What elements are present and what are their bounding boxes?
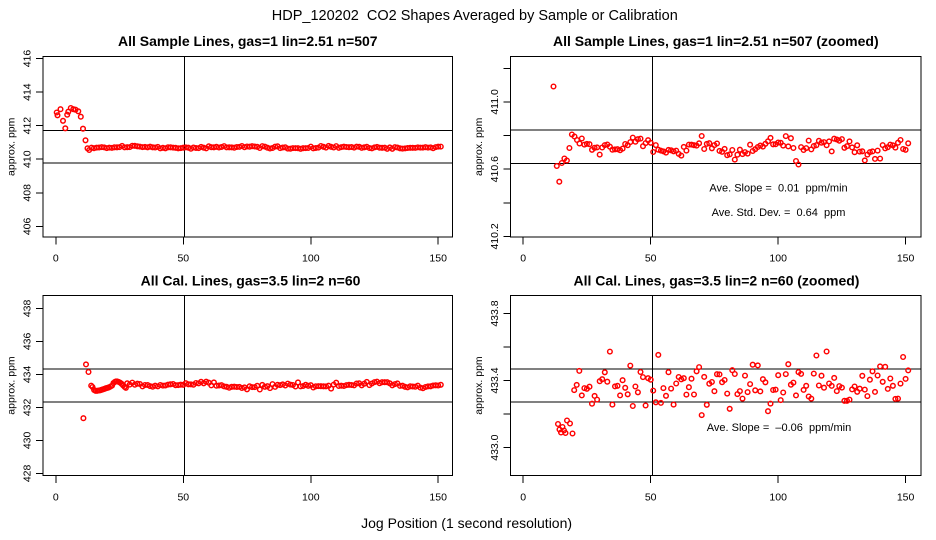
svg-text:50: 50	[645, 253, 657, 265]
svg-text:410.2: 410.2	[489, 223, 501, 249]
svg-text:436: 436	[22, 332, 34, 350]
svg-text:0: 0	[520, 253, 526, 265]
svg-text:438: 438	[22, 299, 34, 317]
svg-text:All Sample Lines, gas=1 lin=2.: All Sample Lines, gas=1 lin=2.51 n=507	[118, 33, 378, 49]
svg-text:434: 434	[22, 365, 34, 383]
svg-text:0: 0	[520, 492, 526, 504]
svg-text:433.4: 433.4	[489, 367, 501, 393]
svg-text:Ave. Std. Dev. = 0.64 ppm: Ave. Std. Dev. = 0.64 ppm	[712, 207, 846, 219]
svg-text:416: 416	[22, 50, 34, 68]
svg-text:approx. ppm: approx. ppm	[473, 117, 485, 176]
svg-text:50: 50	[177, 492, 189, 504]
svg-text:Ave. Slope = 0.01 ppm/min: Ave. Slope = 0.01 ppm/min	[709, 183, 847, 195]
svg-text:100: 100	[302, 253, 320, 265]
svg-text:approx. ppm: approx. ppm	[6, 117, 18, 176]
svg-text:All Cal. Lines, gas=3.5 lin=2: All Cal. Lines, gas=3.5 lin=2 n=60 (zoom…	[574, 272, 860, 288]
svg-text:410.6: 410.6	[489, 156, 501, 182]
svg-text:150: 150	[897, 492, 915, 504]
svg-text:Ave. Slope = –0.06 ppm/min: Ave. Slope = –0.06 ppm/min	[707, 422, 851, 434]
svg-text:428: 428	[22, 464, 34, 482]
svg-text:100: 100	[769, 492, 787, 504]
svg-text:HDP_120202 CO2 Shapes Average: HDP_120202 CO2 Shapes Averaged by Sample…	[272, 8, 678, 24]
svg-text:430: 430	[22, 431, 34, 449]
svg-text:50: 50	[177, 253, 189, 265]
svg-text:100: 100	[769, 253, 787, 265]
svg-text:410: 410	[22, 150, 34, 168]
svg-text:414: 414	[22, 83, 34, 101]
svg-text:411.0: 411.0	[489, 89, 501, 115]
svg-text:150: 150	[897, 253, 915, 265]
svg-text:433.8: 433.8	[489, 300, 501, 326]
svg-text:0: 0	[53, 492, 59, 504]
svg-text:100: 100	[302, 492, 320, 504]
svg-text:433.0: 433.0	[489, 434, 501, 460]
svg-text:Jog Position (1 second resolut: Jog Position (1 second resolution)	[361, 515, 572, 531]
svg-text:408: 408	[22, 184, 34, 202]
svg-text:406: 406	[22, 217, 34, 235]
svg-text:approx. ppm: approx. ppm	[473, 356, 485, 415]
svg-text:150: 150	[429, 253, 447, 265]
svg-text:412: 412	[22, 117, 34, 135]
svg-text:All Sample Lines, gas=1 lin=2.: All Sample Lines, gas=1 lin=2.51 n=507 (…	[553, 33, 879, 49]
svg-text:0: 0	[53, 253, 59, 265]
svg-text:approx. ppm: approx. ppm	[6, 356, 18, 415]
svg-text:432: 432	[22, 398, 34, 416]
svg-text:All Cal. Lines, gas=3.5 lin=2: All Cal. Lines, gas=3.5 lin=2 n=60	[141, 272, 361, 288]
svg-text:150: 150	[429, 492, 447, 504]
svg-text:50: 50	[645, 492, 657, 504]
